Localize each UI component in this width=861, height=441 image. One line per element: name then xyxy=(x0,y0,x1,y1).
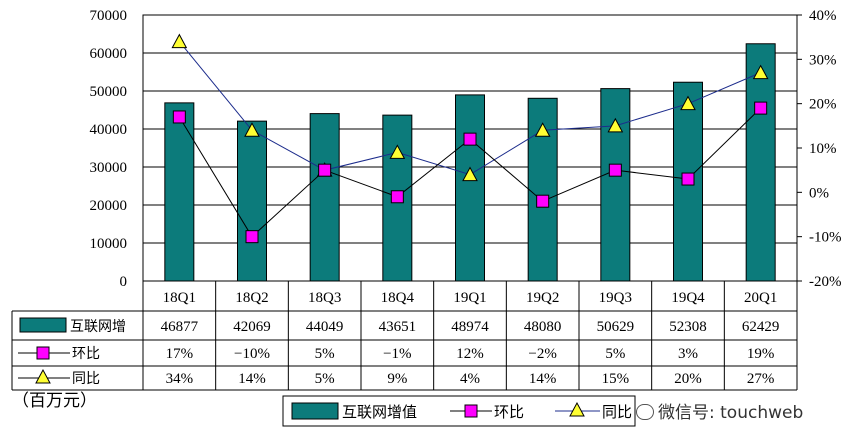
data-cell: 43651 xyxy=(379,319,417,335)
y-left-tick-label: 50000 xyxy=(90,84,128,100)
data-cell: 27% xyxy=(747,371,775,387)
y-right-tick-label: -20% xyxy=(809,274,842,290)
data-cell: 15% xyxy=(602,371,630,387)
data-cell: −1% xyxy=(383,346,411,362)
y-left-tick-label: 70000 xyxy=(90,8,128,24)
legend-marker xyxy=(569,401,585,417)
legend-swatch xyxy=(291,402,339,420)
point-marker xyxy=(536,194,550,208)
data-cell: 14% xyxy=(238,371,266,387)
category-label: 19Q1 xyxy=(453,290,486,306)
category-label: 20Q1 xyxy=(744,290,777,306)
category-label: 18Q4 xyxy=(381,290,415,306)
data-cell: 19% xyxy=(747,346,775,362)
y-left-tick-label: 30000 xyxy=(90,160,128,176)
data-cell: 62429 xyxy=(742,319,780,335)
point-marker xyxy=(681,172,695,186)
point-marker xyxy=(171,33,188,49)
y-right-tick-label: 30% xyxy=(809,52,837,68)
bar xyxy=(237,120,267,282)
bar xyxy=(309,113,340,282)
category-label: 18Q2 xyxy=(235,290,268,306)
point-marker xyxy=(244,122,260,137)
y-right-tick-label: -10% xyxy=(809,230,842,246)
data-cell: 12% xyxy=(456,346,484,362)
bar xyxy=(455,94,485,282)
point-marker xyxy=(245,230,259,244)
watermark: 微信号: touchweb xyxy=(636,398,803,423)
point-marker xyxy=(389,144,406,159)
table-key-bar xyxy=(19,317,67,333)
bar xyxy=(745,43,776,282)
data-cell: 42069 xyxy=(233,319,271,335)
point-marker xyxy=(318,163,332,177)
data-cell: 48080 xyxy=(524,319,562,335)
table-key-marker xyxy=(36,346,50,360)
legend-label: 同比 xyxy=(602,403,632,421)
y-right-tick-label: 40% xyxy=(809,8,837,24)
category-label: 18Q3 xyxy=(308,290,341,306)
data-cell: 5% xyxy=(605,346,625,362)
y-left-tick-label: 10000 xyxy=(90,236,128,252)
category-label: 18Q1 xyxy=(163,290,196,306)
table-row-label: 环比 xyxy=(72,346,100,362)
data-cell: 4% xyxy=(460,371,480,387)
legend-label: 环比 xyxy=(494,403,524,421)
legend-label: 互联网增值 xyxy=(342,403,417,421)
watermark-text: 微信号: touchweb xyxy=(658,403,804,423)
data-cell: 46877 xyxy=(161,319,199,335)
point-marker xyxy=(754,101,768,115)
category-label: 19Q4 xyxy=(671,290,705,306)
category-label: 19Q3 xyxy=(599,290,632,306)
point-marker xyxy=(680,95,696,111)
data-cell: −2% xyxy=(528,346,556,362)
data-cell: 48974 xyxy=(451,319,489,335)
point-marker xyxy=(534,122,551,137)
data-cell: 34% xyxy=(166,371,194,387)
legend-marker xyxy=(464,404,478,418)
point-marker xyxy=(390,190,404,204)
data-cell: −10% xyxy=(234,346,270,362)
bar xyxy=(600,88,631,282)
table-row-label: 互联网增 xyxy=(70,319,126,335)
bar xyxy=(164,102,195,282)
point-marker xyxy=(608,163,622,177)
y-left-tick-label: 20000 xyxy=(90,198,128,214)
y-right-tick-label: 0% xyxy=(809,185,829,201)
data-cell: 20% xyxy=(674,371,702,387)
data-cell: 50629 xyxy=(597,319,635,335)
point-marker xyxy=(463,132,477,146)
data-cell: 5% xyxy=(315,346,335,362)
unit-label: （百万元） xyxy=(12,391,97,411)
y-right-tick-label: 10% xyxy=(809,141,837,157)
point-marker xyxy=(462,166,478,182)
y-right-tick-label: 20% xyxy=(809,97,837,113)
point-marker xyxy=(752,64,769,80)
table-row-label: 同比 xyxy=(72,371,100,387)
data-cell: 3% xyxy=(678,346,698,362)
y-left-tick-label: 60000 xyxy=(90,46,128,62)
data-cell: 14% xyxy=(529,371,557,387)
data-cell: 5% xyxy=(315,371,335,387)
data-cell: 17% xyxy=(166,346,194,362)
point-marker xyxy=(172,110,186,124)
y-left-tick-label: 0 xyxy=(120,274,128,290)
data-cell: 52308 xyxy=(669,319,707,335)
data-cell: 9% xyxy=(387,371,407,387)
wechat-icon xyxy=(636,404,654,420)
y-left-tick-label: 40000 xyxy=(90,122,128,138)
category-label: 19Q2 xyxy=(526,290,559,306)
table-key-marker xyxy=(35,368,51,384)
point-marker xyxy=(607,117,624,133)
data-cell: 44049 xyxy=(306,319,344,335)
